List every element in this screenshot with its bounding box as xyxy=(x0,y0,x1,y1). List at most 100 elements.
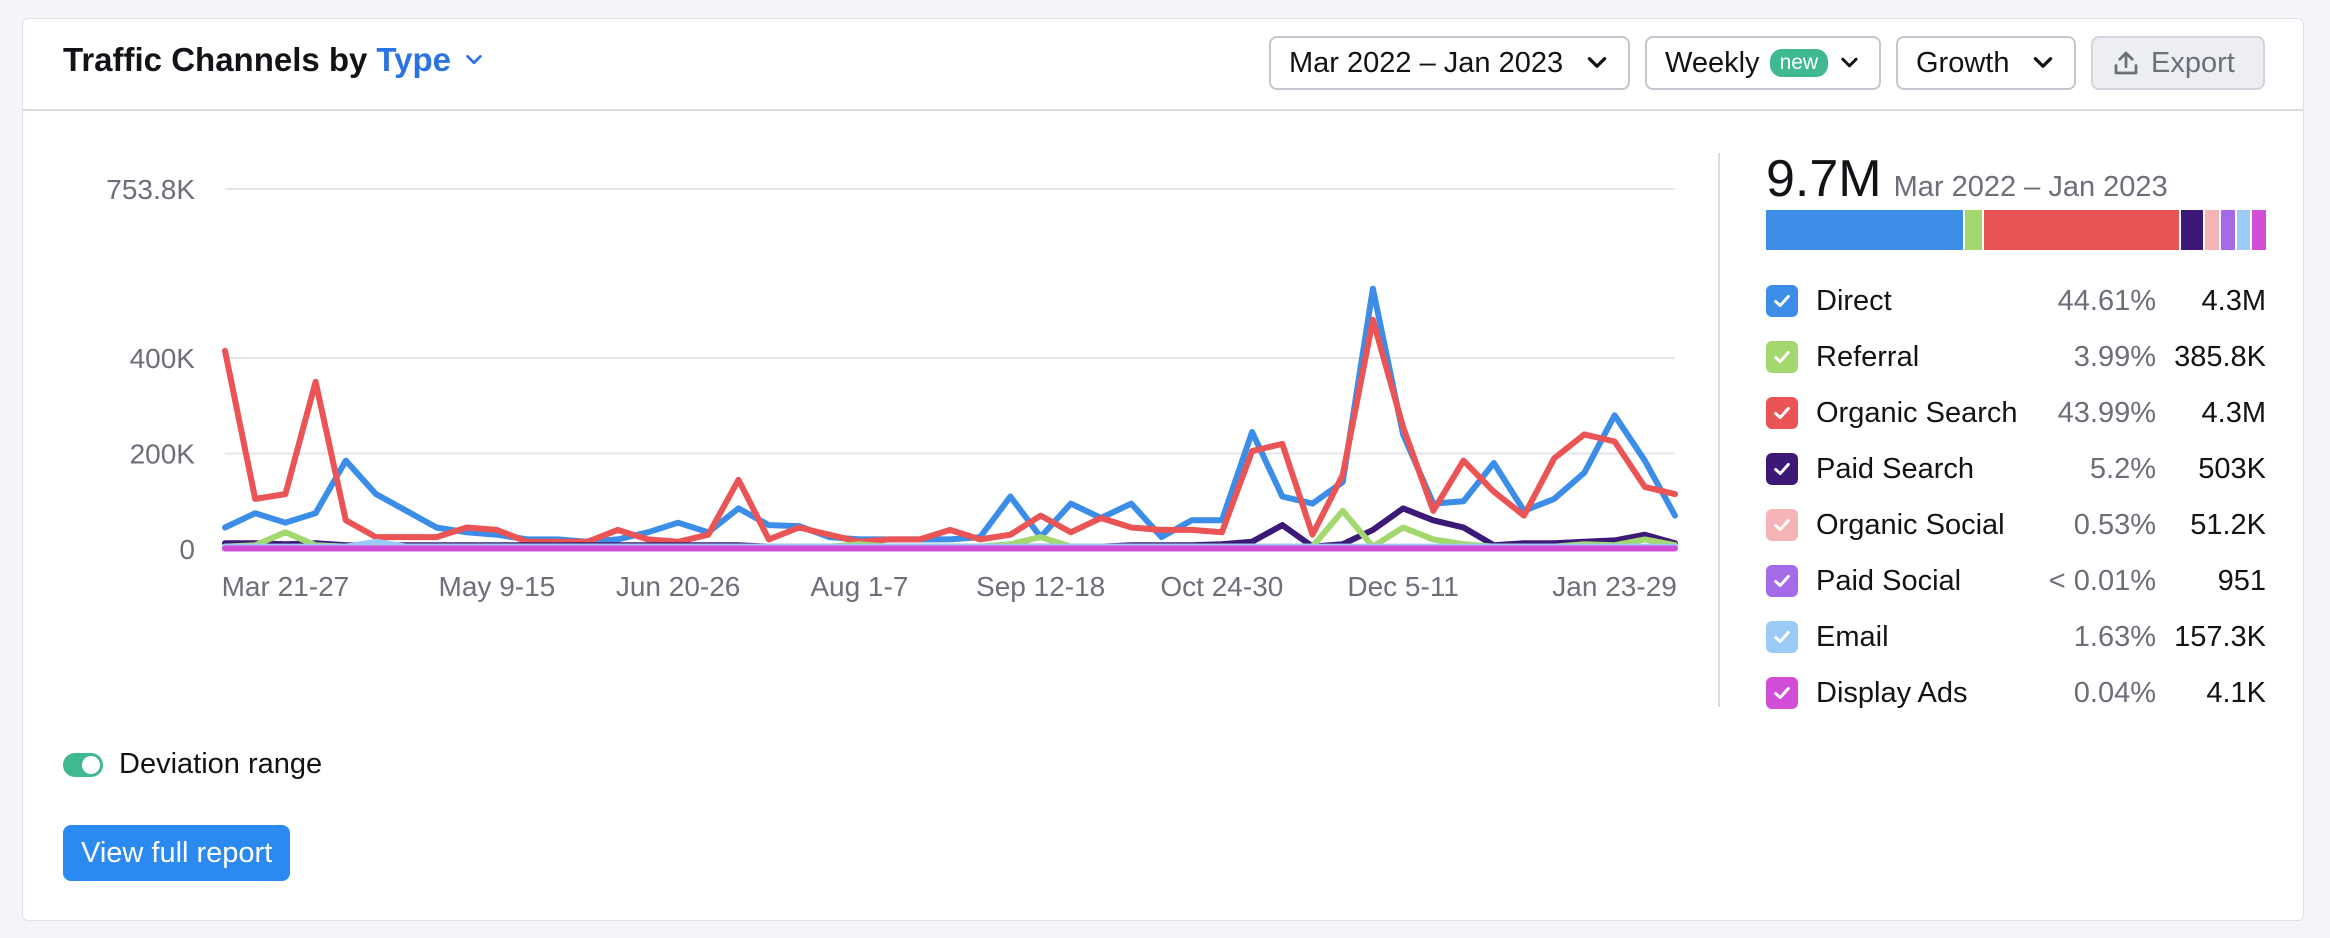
x-tick-label: Dec 5-11 xyxy=(1347,571,1459,602)
traffic-line-chart: 753.8K 400K 200K 0 Mar 21-27 May 9-15 Jun 20-2… xyxy=(106,174,1678,602)
legend-row-referral[interactable]: Referral 3.99% 385.8K xyxy=(1766,329,2266,385)
check-icon xyxy=(1774,630,1790,644)
granularity-dropdown[interactable]: Weekly new xyxy=(1645,36,1881,90)
type-label: Type xyxy=(376,41,451,78)
card-title: Traffic Channels by Type xyxy=(63,41,485,79)
legend-percent: 3.99% xyxy=(2073,340,2156,373)
chevron-down-icon xyxy=(466,54,482,65)
share-segment-organic-social xyxy=(2205,210,2220,250)
x-tick-label: Jan 23-29 xyxy=(1552,571,1677,602)
series-line-direct[interactable] xyxy=(222,285,1678,545)
channel-legend: Direct 44.61% 4.3M Referral 3.99% 385.8K Organ… xyxy=(1766,273,2266,721)
legend-percent: < 0.01% xyxy=(2048,564,2156,597)
legend-percent: 0.04% xyxy=(2073,676,2156,709)
legend-name: Direct xyxy=(1816,284,1892,317)
legend-checkbox[interactable] xyxy=(1766,621,1798,653)
panel-divider xyxy=(1718,153,1720,707)
legend-percent: 44.61% xyxy=(2057,284,2156,317)
deviation-range-label: Deviation range xyxy=(119,748,323,780)
x-tick-label: May 9-15 xyxy=(439,571,556,602)
share-segment-email xyxy=(2236,210,2251,250)
y-tick-label: 0 xyxy=(179,534,195,565)
date-range-label: Mar 2022 – Jan 2023 xyxy=(1289,46,1564,79)
legend-checkbox[interactable] xyxy=(1766,565,1798,597)
view-full-report-button[interactable]: View full report xyxy=(63,825,291,881)
legend-checkbox[interactable] xyxy=(1766,453,1798,485)
legend-value: 157.3K xyxy=(2174,620,2266,653)
legend-value: 951 xyxy=(2217,564,2266,597)
check-icon xyxy=(1774,350,1790,364)
summary-range: Mar 2022 – Jan 2023 xyxy=(1893,171,2168,203)
legend-row-organic-social[interactable]: Organic Social 0.53% 51.2K xyxy=(1766,497,2266,553)
legend-percent: 0.53% xyxy=(2073,508,2156,541)
legend-name: Organic Search xyxy=(1816,396,2018,429)
legend-name: Referral xyxy=(1816,340,1920,373)
legend-row-display-ads[interactable]: Display Ads 0.04% 4.1K xyxy=(1766,665,2266,721)
share-segment-paid-search xyxy=(2180,210,2204,250)
chevron-down-icon xyxy=(1841,57,1858,68)
deviation-range-control: Deviation range xyxy=(63,748,322,781)
upload-icon xyxy=(2114,51,2138,75)
check-icon xyxy=(1774,462,1790,476)
legend-percent: 5.2% xyxy=(2089,452,2156,485)
share-segment-organic-search xyxy=(1984,210,2179,250)
channel-share-bar xyxy=(1766,210,2266,250)
x-tick-label: Oct 24-30 xyxy=(1160,571,1283,602)
type-dropdown[interactable]: Type xyxy=(376,41,485,79)
legend-name: Display Ads xyxy=(1816,676,1968,709)
y-tick-label: 400K xyxy=(130,343,196,374)
legend-checkbox[interactable] xyxy=(1766,397,1798,429)
legend-name: Organic Social xyxy=(1816,508,2005,541)
series-line-organic-search[interactable] xyxy=(222,316,1678,545)
legend-percent: 1.63% xyxy=(2073,620,2156,653)
check-icon xyxy=(1774,406,1790,420)
metric-dropdown[interactable]: Growth xyxy=(1896,36,2076,90)
legend-row-paid-search[interactable]: Paid Search 5.2% 503K xyxy=(1766,441,2266,497)
export-label: Export xyxy=(2151,46,2235,79)
metric-label: Growth xyxy=(1916,46,2010,79)
legend-row-direct[interactable]: Direct 44.61% 4.3M xyxy=(1766,273,2266,329)
export-button[interactable]: Export xyxy=(2091,36,2265,90)
x-tick-label: Sep 12-18 xyxy=(976,571,1105,602)
x-tick-label: Jun 20-26 xyxy=(616,571,741,602)
share-segment-referral xyxy=(1964,210,1983,250)
legend-name: Email xyxy=(1816,620,1889,653)
legend-value: 503K xyxy=(2198,452,2266,485)
legend-name: Paid Search xyxy=(1816,452,1974,485)
y-tick-label: 753.8K xyxy=(106,174,195,205)
legend-checkbox[interactable] xyxy=(1766,677,1798,709)
share-segment-display-ads xyxy=(2252,210,2266,250)
check-icon xyxy=(1774,686,1790,700)
check-icon xyxy=(1774,518,1790,532)
legend-value: 51.2K xyxy=(2190,508,2266,541)
summary-header: 9.7M Mar 2022 – Jan 2023 xyxy=(1766,149,2168,209)
legend-row-email[interactable]: Email 1.63% 157.3K xyxy=(1766,609,2266,665)
legend-row-organic-search[interactable]: Organic Search 43.99% 4.3M xyxy=(1766,385,2266,441)
deviation-range-toggle[interactable] xyxy=(63,752,103,777)
check-icon xyxy=(1774,294,1790,308)
legend-checkbox[interactable] xyxy=(1766,509,1798,541)
chevron-down-icon xyxy=(1587,57,1607,68)
legend-value: 385.8K xyxy=(2174,340,2266,373)
y-tick-label: 200K xyxy=(130,438,196,469)
x-tick-label: Mar 21-27 xyxy=(222,571,350,602)
legend-checkbox[interactable] xyxy=(1766,285,1798,317)
traffic-channels-card: Traffic Channels by Type Mar 2022 – Jan … xyxy=(22,18,2304,921)
check-icon xyxy=(1774,574,1790,588)
share-segment-direct xyxy=(1766,210,1963,250)
share-segment-paid-social xyxy=(2221,210,2235,250)
chevron-down-icon xyxy=(2033,57,2053,68)
legend-percent: 43.99% xyxy=(2057,396,2156,429)
legend-value: 4.3M xyxy=(2201,284,2266,317)
x-tick-label: Aug 1-7 xyxy=(810,571,908,602)
card-header: Traffic Channels by Type Mar 2022 – Jan … xyxy=(23,19,2303,111)
legend-value: 4.1K xyxy=(2206,676,2266,709)
legend-row-paid-social[interactable]: Paid Social < 0.01% 951 xyxy=(1766,553,2266,609)
legend-value: 4.3M xyxy=(2201,396,2266,429)
new-badge: new xyxy=(1769,49,1829,77)
date-range-dropdown[interactable]: Mar 2022 – Jan 2023 xyxy=(1269,36,1630,90)
legend-checkbox[interactable] xyxy=(1766,341,1798,373)
total-visits: 9.7M xyxy=(1766,150,1882,208)
granularity-label: Weekly xyxy=(1665,46,1760,79)
legend-name: Paid Social xyxy=(1816,564,1962,597)
